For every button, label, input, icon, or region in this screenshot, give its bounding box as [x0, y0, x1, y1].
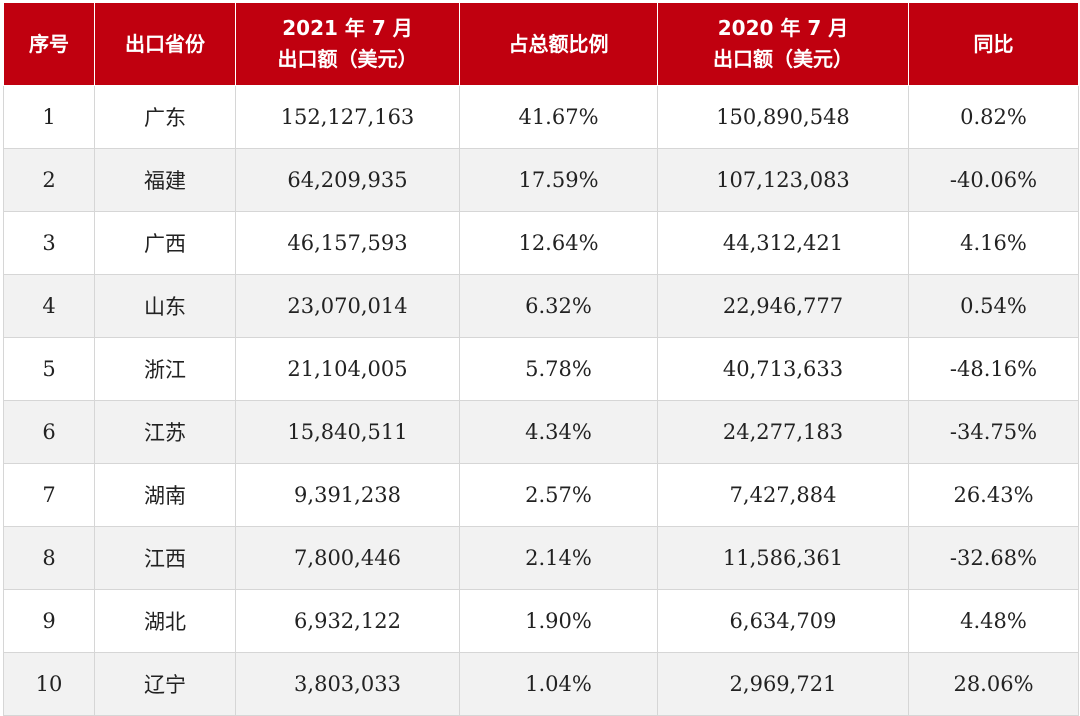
index-cell: 9: [3, 589, 95, 653]
export-2021-cell: 23,070,014: [235, 274, 460, 338]
share-cell: 41.67%: [459, 85, 658, 149]
index-cell: 3: [3, 211, 95, 275]
province-cell: 辽宁: [94, 652, 236, 716]
yoy-cell: 0.82%: [908, 85, 1079, 149]
share-cell: 1.04%: [459, 652, 658, 716]
yoy-cell: -34.75%: [908, 400, 1079, 464]
table-row: 3 广西 46,157,593 12.64% 44,312,421 4.16%: [3, 211, 1079, 275]
share-cell: 4.34%: [459, 400, 658, 464]
export-2020-cell: 107,123,083: [657, 148, 909, 212]
export-2021-cell: 7,800,446: [235, 526, 460, 590]
yoy-cell: 4.16%: [908, 211, 1079, 275]
index-cell: 10: [3, 652, 95, 716]
table-row: 4 山东 23,070,014 6.32% 22,946,777 0.54%: [3, 274, 1079, 338]
export-2021-cell: 15,840,511: [235, 400, 460, 464]
table-row: 7 湖南 9,391,238 2.57% 7,427,884 26.43%: [3, 463, 1079, 527]
share-cell: 1.90%: [459, 589, 658, 653]
share-cell: 2.57%: [459, 463, 658, 527]
yoy-cell: -32.68%: [908, 526, 1079, 590]
table-row: 1 广东 152,127,163 41.67% 150,890,548 0.82%: [3, 85, 1079, 149]
yoy-cell: -48.16%: [908, 337, 1079, 401]
yoy-cell: -40.06%: [908, 148, 1079, 212]
export-2020-cell: 2,969,721: [657, 652, 909, 716]
index-cell: 6: [3, 400, 95, 464]
export-2021-cell: 9,391,238: [235, 463, 460, 527]
export-2021-cell: 21,104,005: [235, 337, 460, 401]
yoy-cell: 0.54%: [908, 274, 1079, 338]
province-cell: 湖北: [94, 589, 236, 653]
export-2020-cell: 22,946,777: [657, 274, 909, 338]
share-cell: 6.32%: [459, 274, 658, 338]
export-2021-cell: 3,803,033: [235, 652, 460, 716]
share-cell: 5.78%: [459, 337, 658, 401]
share-cell: 17.59%: [459, 148, 658, 212]
table-row: 6 江苏 15,840,511 4.34% 24,277,183 -34.75%: [3, 400, 1079, 464]
table-row: 5 浙江 21,104,005 5.78% 40,713,633 -48.16%: [3, 337, 1079, 401]
province-cell: 广西: [94, 211, 236, 275]
export-2020-cell: 44,312,421: [657, 211, 909, 275]
index-cell: 4: [3, 274, 95, 338]
table-row: 2 福建 64,209,935 17.59% 107,123,083 -40.06%: [3, 148, 1079, 212]
province-cell: 江西: [94, 526, 236, 590]
export-2021-cell: 46,157,593: [235, 211, 460, 275]
yoy-cell: 26.43%: [908, 463, 1079, 527]
province-export-table: 序号 出口省份 2021 年 7 月出口额（美元） 占总额比例 2020 年 7…: [3, 2, 1079, 716]
province-cell: 浙江: [94, 337, 236, 401]
header-cell-yoy: 同比: [908, 2, 1079, 86]
province-cell: 山东: [94, 274, 236, 338]
table-row: 10 辽宁 3,803,033 1.04% 2,969,721 28.06%: [3, 652, 1079, 716]
header-cell-province: 出口省份: [94, 2, 236, 86]
header-cell-share: 占总额比例: [459, 2, 658, 86]
header-cell-export-2021: 2021 年 7 月出口额（美元）: [235, 2, 460, 86]
header-cell-index: 序号: [3, 2, 95, 86]
export-2020-cell: 6,634,709: [657, 589, 909, 653]
export-2020-cell: 24,277,183: [657, 400, 909, 464]
index-cell: 2: [3, 148, 95, 212]
province-cell: 福建: [94, 148, 236, 212]
export-2020-cell: 150,890,548: [657, 85, 909, 149]
province-cell: 广东: [94, 85, 236, 149]
table-row: 8 江西 7,800,446 2.14% 11,586,361 -32.68%: [3, 526, 1079, 590]
export-2021-cell: 6,932,122: [235, 589, 460, 653]
header-cell-export-2020: 2020 年 7 月出口额（美元）: [657, 2, 909, 86]
yoy-cell: 28.06%: [908, 652, 1079, 716]
export-2021-cell: 152,127,163: [235, 85, 460, 149]
table-header-row: 序号 出口省份 2021 年 7 月出口额（美元） 占总额比例 2020 年 7…: [3, 2, 1079, 86]
share-cell: 2.14%: [459, 526, 658, 590]
export-2020-cell: 11,586,361: [657, 526, 909, 590]
index-cell: 7: [3, 463, 95, 527]
index-cell: 5: [3, 337, 95, 401]
export-2020-cell: 40,713,633: [657, 337, 909, 401]
yoy-cell: 4.48%: [908, 589, 1079, 653]
province-cell: 江苏: [94, 400, 236, 464]
index-cell: 1: [3, 85, 95, 149]
share-cell: 12.64%: [459, 211, 658, 275]
export-2020-cell: 7,427,884: [657, 463, 909, 527]
table-row: 9 湖北 6,932,122 1.90% 6,634,709 4.48%: [3, 589, 1079, 653]
export-2021-cell: 64,209,935: [235, 148, 460, 212]
index-cell: 8: [3, 526, 95, 590]
province-cell: 湖南: [94, 463, 236, 527]
